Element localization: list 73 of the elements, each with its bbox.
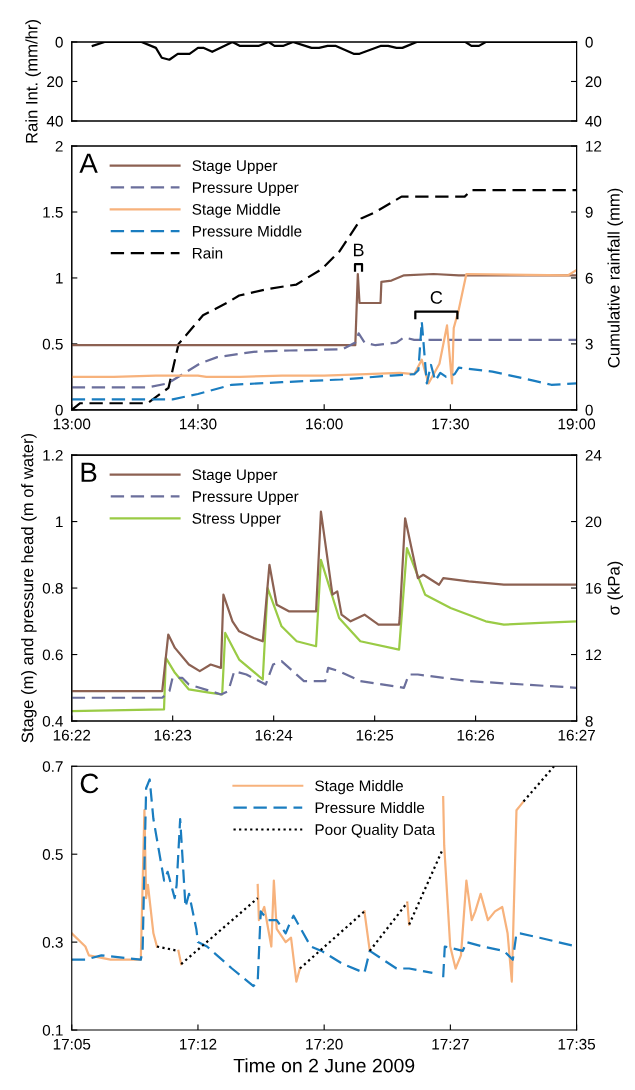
legend-label: Stage Middle — [192, 203, 281, 218]
y-tick-label: 0.1 — [42, 1024, 63, 1036]
legend-label: Poor Quality Data — [315, 823, 436, 839]
y-axis-title: Stage (m) and pressure head (m of water) — [21, 433, 37, 743]
legend-label: Rain — [192, 247, 223, 259]
line-series — [71, 268, 577, 385]
x-tick-label: 16:25 — [356, 729, 394, 741]
y2-tick-label: 24 — [585, 449, 602, 461]
x-tick-label: 16:00 — [306, 418, 343, 430]
y-tick-label: 0.7 — [42, 761, 63, 772]
legend-label: Stage Middle — [315, 780, 403, 795]
x-axis-title: Time on 2 June 2009 — [233, 1058, 415, 1073]
y-axis-title: Rain Int. (mm/hr) — [25, 20, 41, 143]
y2-axis-title: σ (kPa) — [607, 561, 623, 615]
y2-tick-label: 8 — [585, 715, 593, 727]
y-tick-label: 0 — [55, 404, 63, 416]
annotation: A — [79, 153, 98, 173]
y-tick-label: 0.4 — [42, 715, 63, 727]
y2-tick-label: 0 — [585, 36, 593, 48]
x-tick-label: 16:23 — [154, 729, 192, 741]
y2-tick-label: 12 — [586, 649, 602, 661]
y-tick-label: 2 — [55, 140, 63, 152]
y2-tick-label: 3 — [585, 338, 593, 350]
y2-tick-label: 40 — [585, 115, 602, 127]
x-tick-label: 17:20 — [306, 1038, 343, 1050]
y2-tick-label: 9 — [585, 206, 593, 218]
line-series — [71, 547, 577, 713]
x-tick-label: 16:26 — [457, 729, 495, 741]
x-tick-label: 14:30 — [180, 418, 217, 430]
legend-label: Pressure Middle — [315, 801, 425, 814]
y-tick-label: 0 — [55, 36, 63, 48]
y-tick-label: 1 — [56, 516, 63, 528]
y-tick-label: 1 — [56, 272, 63, 284]
y2-tick-label: 16 — [586, 582, 602, 594]
y2-tick-label: 0 — [585, 404, 593, 416]
line-series — [71, 332, 577, 389]
legend-label: Stage Upper — [192, 469, 278, 484]
line-series — [71, 510, 577, 693]
y-tick-label: 0.8 — [42, 582, 63, 594]
x-tick-label: 16:22 — [53, 729, 91, 741]
legend-label: Pressure Upper — [192, 182, 299, 196]
x-tick-label: 17:05 — [53, 1038, 91, 1050]
x-tick-label: 16:24 — [255, 729, 293, 741]
legend-label: Pressure Middle — [192, 225, 302, 237]
legend-label: Stage Upper — [192, 160, 278, 175]
y2-tick-label: 6 — [585, 272, 593, 284]
annotation: C — [80, 773, 99, 794]
legend-label: Pressure Upper — [192, 491, 299, 505]
x-tick-label: 17:12 — [180, 1038, 217, 1050]
x-tick-label: 16:27 — [558, 729, 595, 741]
annotation: B — [353, 243, 364, 257]
line-series — [71, 320, 577, 401]
y-tick-label: 1.2 — [43, 449, 63, 461]
annotation: B — [81, 462, 97, 482]
x-tick-label: 17:35 — [558, 1038, 596, 1050]
x-tick-label: 17:30 — [432, 418, 469, 430]
y2-tick-label: 20 — [585, 76, 602, 88]
y-tick-label: 0.5 — [42, 849, 63, 860]
y-tick-label: 0.3 — [42, 936, 63, 948]
y-tick-label: 20 — [47, 76, 63, 88]
y2-tick-label: 20 — [585, 516, 602, 528]
y-tick-label: 40 — [46, 115, 63, 127]
annotation: C — [430, 291, 443, 304]
line-series — [71, 660, 577, 699]
x-tick-label: 13:00 — [53, 418, 91, 430]
y-tick-label: 1.5 — [43, 207, 63, 218]
y-tick-label: 0.5 — [42, 338, 63, 350]
y-tick-label: 0.6 — [42, 649, 63, 661]
legend-label: Stress Upper — [192, 512, 281, 527]
y2-axis-title: Cumulative rainfall (mm) — [607, 188, 623, 368]
x-tick-label: 19:00 — [558, 418, 596, 430]
x-tick-label: 17:27 — [432, 1038, 469, 1050]
y2-tick-label: 12 — [586, 140, 602, 152]
